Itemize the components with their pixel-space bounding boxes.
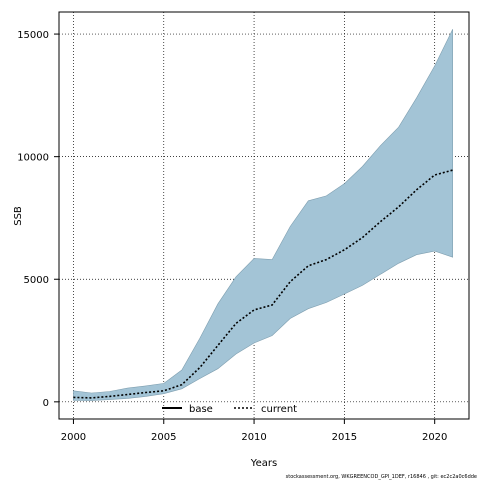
plot-area-border	[58, 11, 470, 420]
x-tick-label: 2020	[422, 432, 447, 443]
x-tick-label: 2000	[61, 432, 86, 443]
y-axis-ticks: 0 5000 10000 15000	[17, 30, 59, 409]
y-tick-label: 0	[43, 398, 49, 409]
x-axis-ticks: 2000 2005 2010 2015 2020	[61, 419, 447, 443]
legend-label-base: base	[189, 404, 213, 415]
legend-label-current: current	[261, 404, 297, 415]
x-axis-title: Years	[250, 458, 277, 469]
x-tick-label: 2015	[332, 432, 357, 443]
x-tick-label: 2010	[241, 432, 266, 443]
y-tick-label: 5000	[24, 275, 49, 286]
footer-text: stockassessment.org, WKGREENCOD_GPI_1DEF…	[286, 474, 477, 480]
legend: base current	[162, 404, 297, 415]
confidence-band	[73, 29, 453, 401]
y-axis-title: SSB	[13, 206, 24, 226]
y-tick-label: 15000	[17, 30, 49, 41]
x-tick-label: 2005	[151, 432, 176, 443]
y-tick-label: 10000	[17, 153, 49, 164]
